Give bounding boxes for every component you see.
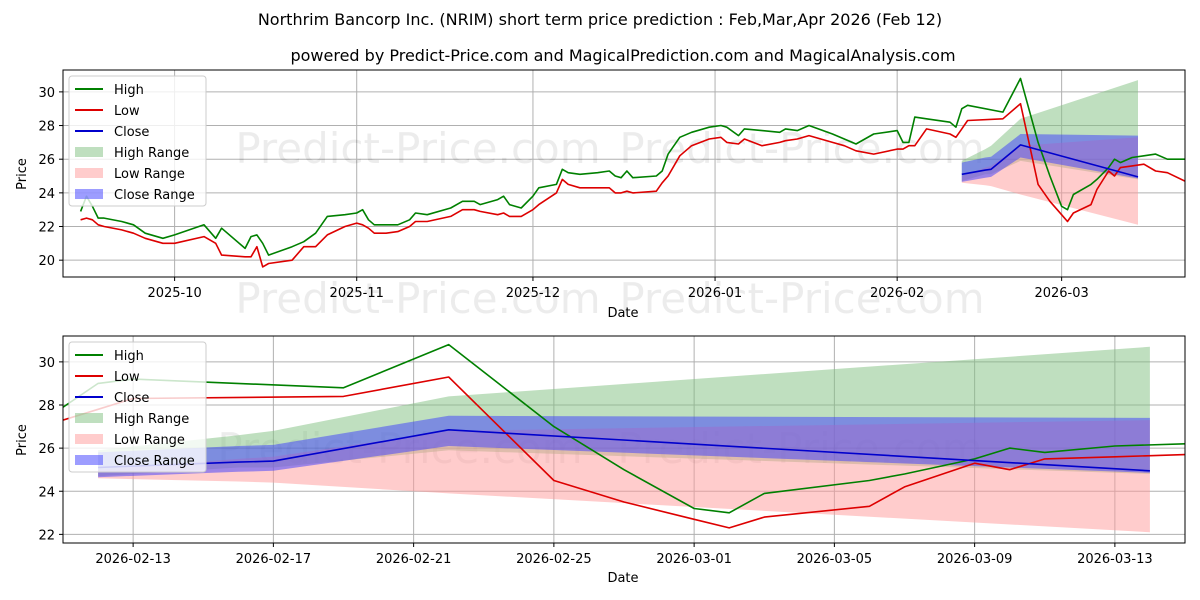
legend-label: Close Range xyxy=(114,188,195,203)
chart-title: Northrim Bancorp Inc. (NRIM) short term … xyxy=(258,10,942,29)
legend-label: High xyxy=(114,349,144,364)
legend-patch-swatch xyxy=(75,455,103,465)
overview-ticks: 2025-10 2025-11 2025-12 2026-01 2026-02 2026-… xyxy=(38,86,1088,301)
x-tick-label: 2026-02-25 xyxy=(516,552,592,567)
x-tick-label: 2025-10 xyxy=(147,286,201,301)
overview-frame xyxy=(62,69,1186,278)
legend-patch-swatch xyxy=(75,434,103,444)
legend-label: Close xyxy=(114,125,149,140)
x-tick-label: 2026-03-09 xyxy=(937,552,1013,567)
y-tick-label: 24 xyxy=(38,187,55,202)
legend-label: High Range xyxy=(114,412,189,427)
legend-box xyxy=(68,341,207,473)
low-line xyxy=(63,376,1185,529)
forecast-xlabel: Date xyxy=(607,571,638,586)
watermark: Predict-Price.com xyxy=(619,274,984,323)
y-tick-label: 28 xyxy=(38,399,55,414)
legend-patch-swatch xyxy=(75,168,103,178)
close-range-band xyxy=(98,415,1150,478)
legend-label: Close xyxy=(114,391,149,406)
x-tick-label: 2026-02 xyxy=(870,286,924,301)
low-line xyxy=(80,102,1185,268)
y-tick-label: 30 xyxy=(38,86,55,101)
y-tick-label: 20 xyxy=(38,254,55,269)
high-line xyxy=(79,77,1185,256)
legend-label: Low Range xyxy=(114,433,185,448)
overview-watermarks: Predict-Price.com Predict-Price.com Pred… xyxy=(235,124,984,323)
legend-label: Low Range xyxy=(114,167,185,182)
x-tick-label: 2026-02-21 xyxy=(376,552,452,567)
overview-legend: High Low Close High Range Low Range Close Ran… xyxy=(68,75,207,207)
forecast-ylabel: Price xyxy=(15,424,30,456)
overview-series xyxy=(79,77,1185,268)
y-tick-label: 24 xyxy=(38,485,55,500)
series-clip-group xyxy=(63,343,1185,533)
forecast-frame xyxy=(62,335,1186,544)
forecast-panel: Predict-Price.com Predict-Price.com 2026… xyxy=(15,335,1186,586)
x-tick-label: 2026-03-13 xyxy=(1077,552,1153,567)
chart-subtitle: powered by Predict-Price.com and Magical… xyxy=(290,46,955,65)
legend-label: Close Range xyxy=(114,454,195,469)
legend-patch-swatch xyxy=(75,413,103,423)
legend-box xyxy=(68,75,207,207)
x-tick-label: 2025-12 xyxy=(506,286,560,301)
legend-patch-swatch xyxy=(75,147,103,157)
forecast-ticks: 2026-02-13 2026-02-17 2026-02-21 2026-02-25… xyxy=(38,356,1152,567)
watermark: Predict-Price.com xyxy=(235,274,600,323)
forecast-series xyxy=(63,343,1185,533)
y-tick-label: 28 xyxy=(38,120,55,135)
y-tick-label: 22 xyxy=(38,528,55,543)
x-tick-label: 2026-01 xyxy=(688,286,742,301)
x-tick-label: 2025-11 xyxy=(330,286,384,301)
y-tick-label: 26 xyxy=(38,153,55,168)
legend-label: High xyxy=(114,83,144,98)
x-tick-label: 2026-03-05 xyxy=(797,552,873,567)
high-line xyxy=(63,343,1185,514)
legend-label: High Range xyxy=(114,146,189,161)
watermark: Predict-Price.com xyxy=(235,124,600,173)
legend-label: Low xyxy=(114,370,140,385)
legend-label: Low xyxy=(114,104,140,119)
x-tick-label: 2026-02-17 xyxy=(236,552,312,567)
y-tick-label: 22 xyxy=(38,221,55,236)
x-tick-label: 2026-03-01 xyxy=(656,552,732,567)
forecast-legend: High Low Close High Range Low Range Close Ran… xyxy=(68,341,207,473)
overview-panel: Predict-Price.com Predict-Price.com Pred… xyxy=(15,69,1186,323)
close-line xyxy=(961,144,1139,178)
overview-ylabel: Price xyxy=(15,158,30,190)
y-tick-label: 26 xyxy=(38,442,55,457)
overview-xlabel: Date xyxy=(607,306,638,321)
series-clip-group xyxy=(79,77,1185,268)
x-tick-label: 2026-03 xyxy=(1034,286,1088,301)
y-tick-label: 30 xyxy=(38,356,55,371)
x-tick-label: 2026-02-13 xyxy=(95,552,171,567)
legend-patch-swatch xyxy=(75,189,103,199)
close-range-band xyxy=(961,134,1138,182)
